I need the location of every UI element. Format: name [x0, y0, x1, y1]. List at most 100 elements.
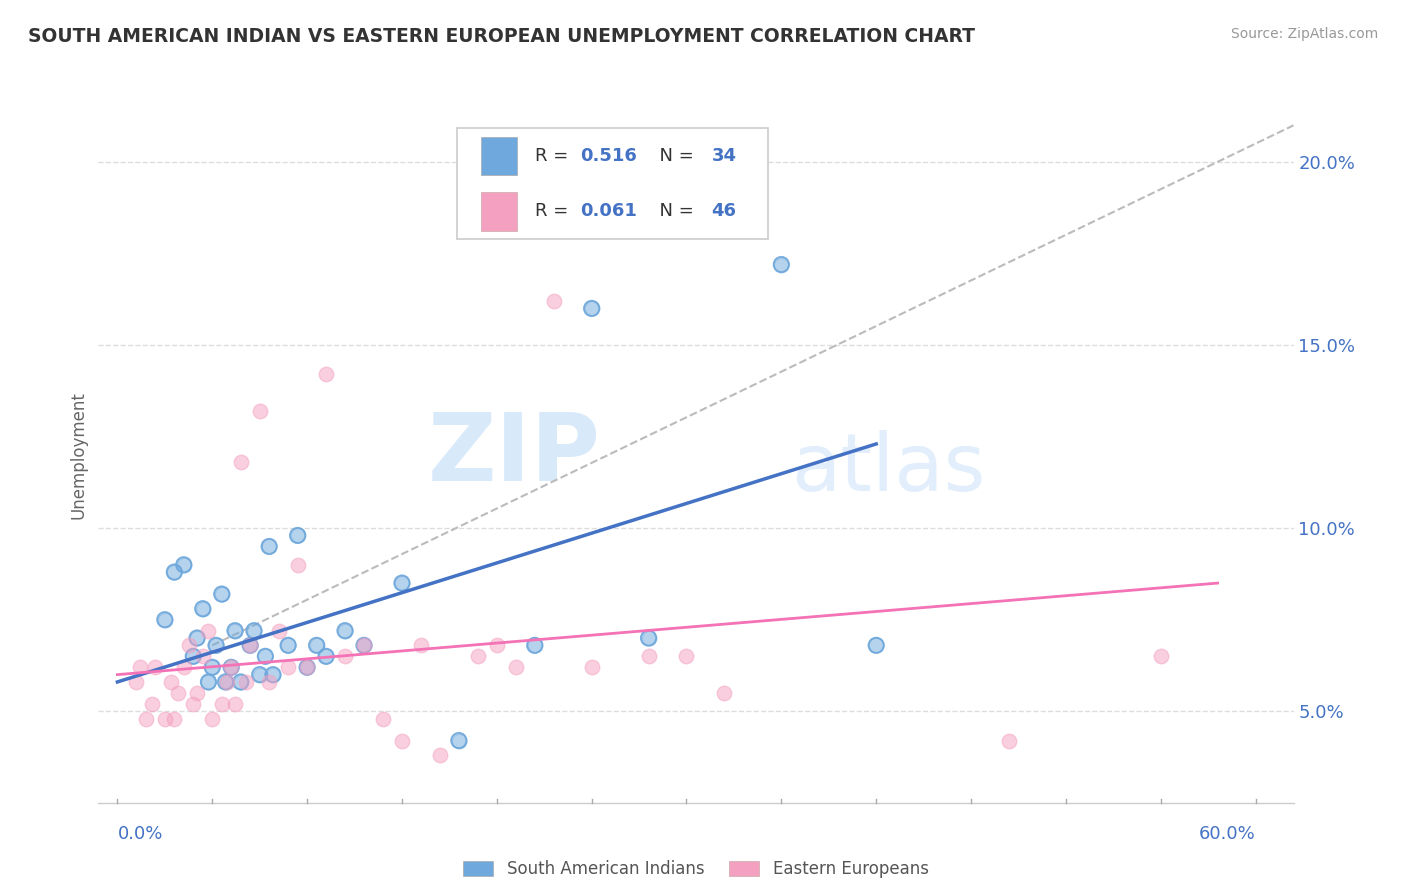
Point	[229, 675, 252, 690]
Text: Source: ZipAtlas.com: Source: ZipAtlas.com	[1230, 27, 1378, 41]
Point	[257, 540, 280, 554]
Point	[315, 649, 337, 664]
Point	[205, 638, 228, 652]
Point	[295, 660, 318, 674]
Point	[315, 368, 337, 382]
Point	[391, 576, 413, 591]
Point	[295, 660, 318, 674]
Point	[505, 660, 527, 674]
Text: R =: R =	[534, 202, 574, 220]
Point	[211, 587, 233, 601]
Text: 0.061: 0.061	[581, 202, 637, 220]
Point	[998, 733, 1021, 747]
Point	[287, 558, 309, 572]
Point	[249, 667, 271, 681]
Point	[163, 565, 186, 579]
Point	[186, 631, 208, 645]
Legend: South American Indians, Eastern Europeans: South American Indians, Eastern European…	[457, 854, 935, 885]
Point	[865, 638, 887, 652]
Point	[173, 660, 195, 674]
Point	[239, 638, 262, 652]
Text: 46: 46	[711, 202, 737, 220]
Point	[333, 624, 356, 638]
Point	[262, 667, 284, 681]
Point	[277, 638, 299, 652]
Point	[333, 624, 356, 638]
Point	[181, 649, 204, 664]
Point	[224, 697, 246, 711]
Point	[353, 638, 375, 652]
Point	[467, 649, 489, 664]
FancyBboxPatch shape	[457, 128, 768, 239]
Point	[211, 587, 233, 601]
Point	[243, 624, 266, 638]
Point	[277, 638, 299, 652]
Point	[262, 667, 284, 681]
Point	[581, 301, 603, 316]
Point	[163, 565, 186, 579]
Point	[353, 638, 375, 652]
Point	[197, 624, 219, 638]
Point	[143, 660, 166, 674]
Point	[197, 675, 219, 690]
Point	[249, 404, 271, 418]
Point	[135, 712, 157, 726]
Point	[153, 613, 176, 627]
Point	[485, 638, 508, 652]
Point	[197, 675, 219, 690]
Point	[581, 301, 603, 316]
Text: SOUTH AMERICAN INDIAN VS EASTERN EUROPEAN UNEMPLOYMENT CORRELATION CHART: SOUTH AMERICAN INDIAN VS EASTERN EUROPEA…	[28, 27, 976, 45]
Point	[333, 649, 356, 664]
Point	[239, 638, 262, 652]
Point	[637, 631, 659, 645]
Point	[1150, 649, 1173, 664]
Text: N =: N =	[648, 147, 700, 165]
Point	[219, 660, 242, 674]
Point	[257, 540, 280, 554]
Point	[447, 733, 470, 747]
Point	[159, 675, 181, 690]
Point	[173, 558, 195, 572]
Point	[217, 675, 239, 690]
Point	[295, 660, 318, 674]
Point	[865, 638, 887, 652]
Text: R =: R =	[534, 147, 574, 165]
Point	[770, 258, 793, 272]
Point	[254, 649, 277, 664]
Point	[429, 748, 451, 763]
Point	[229, 455, 252, 469]
Point	[167, 686, 190, 700]
Point	[254, 649, 277, 664]
Point	[211, 587, 233, 601]
Point	[295, 660, 318, 674]
Point	[257, 675, 280, 690]
Point	[315, 649, 337, 664]
Point	[391, 733, 413, 747]
Point	[129, 660, 152, 674]
Point	[371, 712, 394, 726]
Point	[333, 624, 356, 638]
Point	[197, 675, 219, 690]
Point	[277, 638, 299, 652]
Point	[305, 638, 328, 652]
Point	[262, 667, 284, 681]
Point	[205, 638, 228, 652]
Point	[447, 733, 470, 747]
Point	[224, 624, 246, 638]
Point	[186, 686, 208, 700]
Point	[235, 675, 257, 690]
Point	[125, 675, 148, 690]
Point	[409, 638, 432, 652]
Text: ZIP: ZIP	[427, 409, 600, 501]
Point	[267, 624, 290, 638]
Point	[277, 660, 299, 674]
Point	[224, 624, 246, 638]
Text: 0.0%: 0.0%	[117, 825, 163, 843]
Y-axis label: Unemployment: Unemployment	[69, 391, 87, 519]
Text: 34: 34	[711, 147, 737, 165]
Bar	[481, 136, 517, 175]
Point	[447, 733, 470, 747]
Point	[257, 540, 280, 554]
Point	[637, 649, 659, 664]
Bar	[481, 193, 517, 230]
